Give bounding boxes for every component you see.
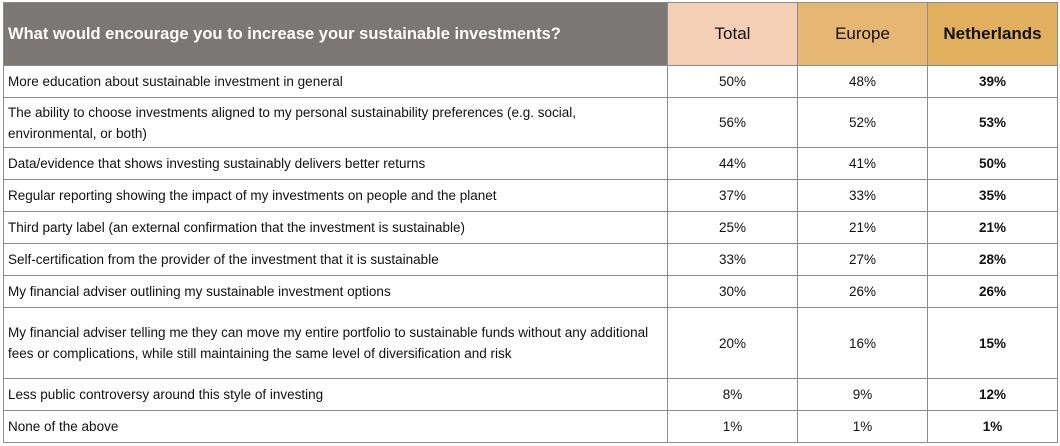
column-header-netherlands: Netherlands bbox=[927, 2, 1058, 66]
europe-value: 33% bbox=[797, 179, 928, 212]
europe-value: 16% bbox=[797, 307, 928, 379]
total-value: 20% bbox=[667, 307, 798, 379]
column-header-europe: Europe bbox=[797, 2, 928, 66]
table-row: More education about sustainable investm… bbox=[3, 65, 1058, 98]
total-value: 56% bbox=[667, 97, 798, 148]
europe-value: 26% bbox=[797, 275, 928, 308]
europe-value: 48% bbox=[797, 65, 928, 98]
row-label: The ability to choose investments aligne… bbox=[3, 97, 668, 148]
europe-value: 27% bbox=[797, 243, 928, 276]
column-header-total: Total bbox=[667, 2, 798, 66]
header-row: What would encourage you to increase you… bbox=[3, 2, 1058, 66]
netherlands-value: 1% bbox=[927, 410, 1058, 443]
total-value: 8% bbox=[667, 378, 798, 411]
survey-table: What would encourage you to increase you… bbox=[3, 2, 1058, 443]
question-header: What would encourage you to increase you… bbox=[3, 2, 668, 66]
table-row: My financial adviser outlining my sustai… bbox=[3, 275, 1058, 308]
total-value: 44% bbox=[667, 147, 798, 180]
row-label: None of the above bbox=[3, 410, 668, 443]
total-value: 50% bbox=[667, 65, 798, 98]
total-value: 37% bbox=[667, 179, 798, 212]
row-label: Third party label (an external confirmat… bbox=[3, 211, 668, 244]
row-label: Data/evidence that shows investing susta… bbox=[3, 147, 668, 180]
netherlands-value: 21% bbox=[927, 211, 1058, 244]
row-label: Regular reporting showing the impact of … bbox=[3, 179, 668, 212]
row-label: Less public controversy around this styl… bbox=[3, 378, 668, 411]
netherlands-value: 53% bbox=[927, 97, 1058, 148]
row-label: My financial adviser telling me they can… bbox=[3, 307, 668, 379]
table-row: Self-certification from the provider of … bbox=[3, 243, 1058, 276]
row-label: Self-certification from the provider of … bbox=[3, 243, 668, 276]
netherlands-value: 50% bbox=[927, 147, 1058, 180]
total-value: 1% bbox=[667, 410, 798, 443]
netherlands-value: 26% bbox=[927, 275, 1058, 308]
netherlands-value: 15% bbox=[927, 307, 1058, 379]
europe-value: 52% bbox=[797, 97, 928, 148]
netherlands-value: 12% bbox=[927, 378, 1058, 411]
table-row: Less public controversy around this styl… bbox=[3, 378, 1058, 411]
europe-value: 21% bbox=[797, 211, 928, 244]
netherlands-value: 35% bbox=[927, 179, 1058, 212]
netherlands-value: 39% bbox=[927, 65, 1058, 98]
row-label: My financial adviser outlining my sustai… bbox=[3, 275, 668, 308]
total-value: 33% bbox=[667, 243, 798, 276]
europe-value: 1% bbox=[797, 410, 928, 443]
table-row: Third party label (an external confirmat… bbox=[3, 211, 1058, 244]
table-row: The ability to choose investments aligne… bbox=[3, 97, 1058, 148]
total-value: 30% bbox=[667, 275, 798, 308]
europe-value: 41% bbox=[797, 147, 928, 180]
netherlands-value: 28% bbox=[927, 243, 1058, 276]
total-value: 25% bbox=[667, 211, 798, 244]
table-row: Data/evidence that shows investing susta… bbox=[3, 147, 1058, 180]
table-row: None of the above 1% 1% 1% bbox=[3, 410, 1058, 443]
table-row: My financial adviser telling me they can… bbox=[3, 307, 1058, 379]
table-row: Regular reporting showing the impact of … bbox=[3, 179, 1058, 212]
row-label: More education about sustainable investm… bbox=[3, 65, 668, 98]
europe-value: 9% bbox=[797, 378, 928, 411]
